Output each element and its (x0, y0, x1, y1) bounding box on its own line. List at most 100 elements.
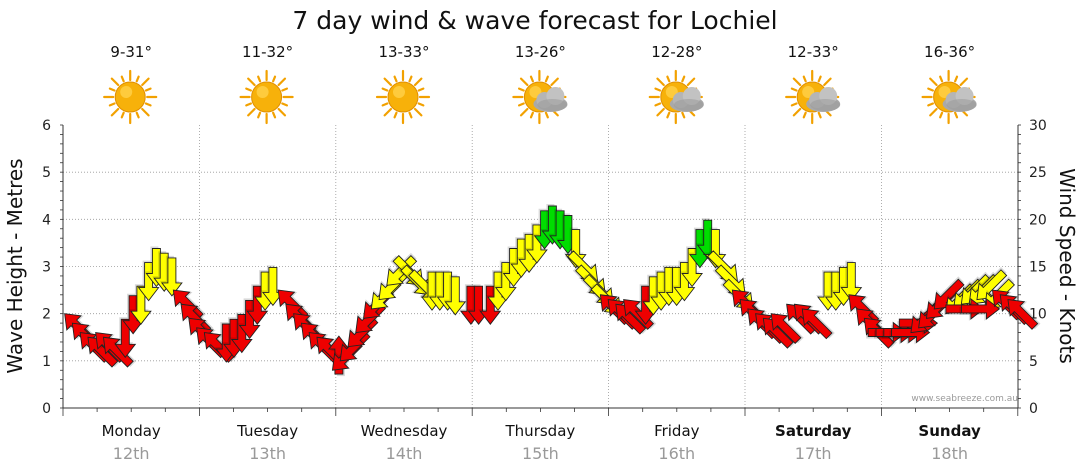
wind-arrow (245, 284, 269, 325)
right-tick-label: 5 (1029, 354, 1038, 370)
sun-disc (251, 81, 283, 113)
left-tick-label: 4 (42, 212, 51, 228)
sun-ray (681, 111, 686, 119)
wind-arrow (159, 255, 183, 297)
sun-ray (281, 102, 289, 107)
left-tick-label: 6 (42, 118, 51, 134)
sun-ray (408, 75, 413, 83)
wind-arrow-body (137, 262, 160, 302)
wind-arrow (680, 246, 704, 288)
sun-ray (110, 107, 120, 117)
cloud (533, 87, 568, 112)
left-tick-label: 1 (42, 354, 51, 370)
sun-ray (959, 77, 969, 87)
day-temperature: 9-31° (110, 43, 152, 61)
wind-arrow-body (567, 250, 599, 282)
day-name: Sunday (918, 422, 981, 440)
tick-labels: 0 1 2 3 4 5 6 0 5 10 15 20 25 30 (42, 118, 1047, 417)
wind-arrow (128, 284, 152, 325)
sun-ray (393, 111, 398, 119)
wind-arrow (839, 260, 863, 302)
weather-icon-row (103, 69, 977, 125)
sun-highlight (393, 86, 405, 98)
sun-ray (135, 111, 140, 119)
sun-ray (550, 77, 559, 87)
wind-arrow-body (1007, 299, 1039, 330)
sun-ray (383, 107, 393, 117)
sun-ray (939, 111, 944, 119)
wind-arrow-body (801, 308, 833, 340)
wind-arrow-body (444, 276, 467, 316)
day-name: Thursday (505, 422, 576, 440)
grid-lines (63, 125, 1018, 408)
sun-ray (792, 77, 802, 87)
sun-ray (141, 107, 150, 117)
right-tick-label: 0 (1029, 401, 1038, 417)
cloud-shadow (673, 99, 704, 111)
sun-rays (239, 69, 294, 125)
day-temperature: 12-28° (651, 43, 702, 61)
sun-ray (417, 102, 425, 107)
wind-arrow-body (160, 257, 183, 297)
wind-arrow (478, 284, 502, 325)
wind-arrow-body (707, 250, 738, 282)
temperature-row: 9-31° 11-32° 13-33° 13-26° 12-28° 12-33° 16-36… (110, 43, 975, 61)
wind-arrows (64, 204, 1041, 377)
sun-ray (544, 111, 549, 119)
wind-arrow-body (246, 285, 269, 325)
sun-ray (108, 102, 116, 107)
day-name: Saturday (775, 422, 852, 440)
wind-arrow (136, 260, 160, 302)
sun-ray (666, 75, 671, 83)
sun-ray (802, 111, 807, 119)
sun-ray (681, 75, 686, 83)
wind-arrow (770, 313, 804, 344)
sun-rays (375, 69, 431, 125)
sun-ray (656, 107, 665, 117)
wind-arrow-body (129, 285, 152, 325)
sun-disc (114, 81, 146, 113)
day-name: Friday (654, 422, 700, 440)
wind-arrow-body (238, 299, 261, 340)
partly-cloudy-icon (785, 69, 841, 125)
sun-ray (393, 75, 398, 83)
sun-ray (277, 107, 287, 117)
sun-highlight (120, 86, 133, 98)
day-date: 14th (386, 444, 423, 463)
right-tick-label: 15 (1029, 260, 1047, 276)
sun-ray (120, 75, 125, 83)
sun-ray (666, 111, 671, 119)
day-name: Tuesday (236, 422, 298, 440)
sun-ray (383, 77, 393, 87)
sun-ray (927, 102, 934, 107)
sun-ray (245, 87, 252, 92)
sun-ray (144, 102, 152, 107)
sun-ray (817, 111, 822, 119)
right-tick-label: 30 (1029, 118, 1047, 134)
wind-arrow-body (494, 262, 517, 302)
sun-icon (239, 69, 294, 125)
day-date: 12th (113, 444, 150, 463)
day-temperature: 16-36° (924, 43, 975, 61)
day-name: Wednesday (361, 422, 448, 440)
sun-ray (686, 77, 696, 87)
sun-ray (823, 77, 832, 87)
wind-arrow-body (960, 297, 1001, 320)
credit-text: www.seabreeze.com.au (911, 394, 1018, 404)
sun-ray (120, 111, 125, 119)
sun-ray (381, 87, 389, 92)
sun-ray (790, 102, 798, 107)
sun-ray (954, 75, 959, 83)
day-date: 13th (249, 444, 286, 463)
right-tick-label: 20 (1029, 212, 1047, 228)
day-name: Monday (102, 422, 161, 440)
cloud (669, 87, 704, 112)
right-axis-label: Wind Speed - Knots (1055, 168, 1079, 364)
left-tick-label: 0 (42, 401, 51, 417)
sun-ray (247, 77, 256, 87)
sun-ray (110, 77, 120, 87)
sun-ray (927, 87, 934, 92)
cloud-shadow (537, 99, 568, 111)
wind-arrow-body (102, 336, 134, 368)
left-tick-label: 2 (42, 307, 51, 323)
